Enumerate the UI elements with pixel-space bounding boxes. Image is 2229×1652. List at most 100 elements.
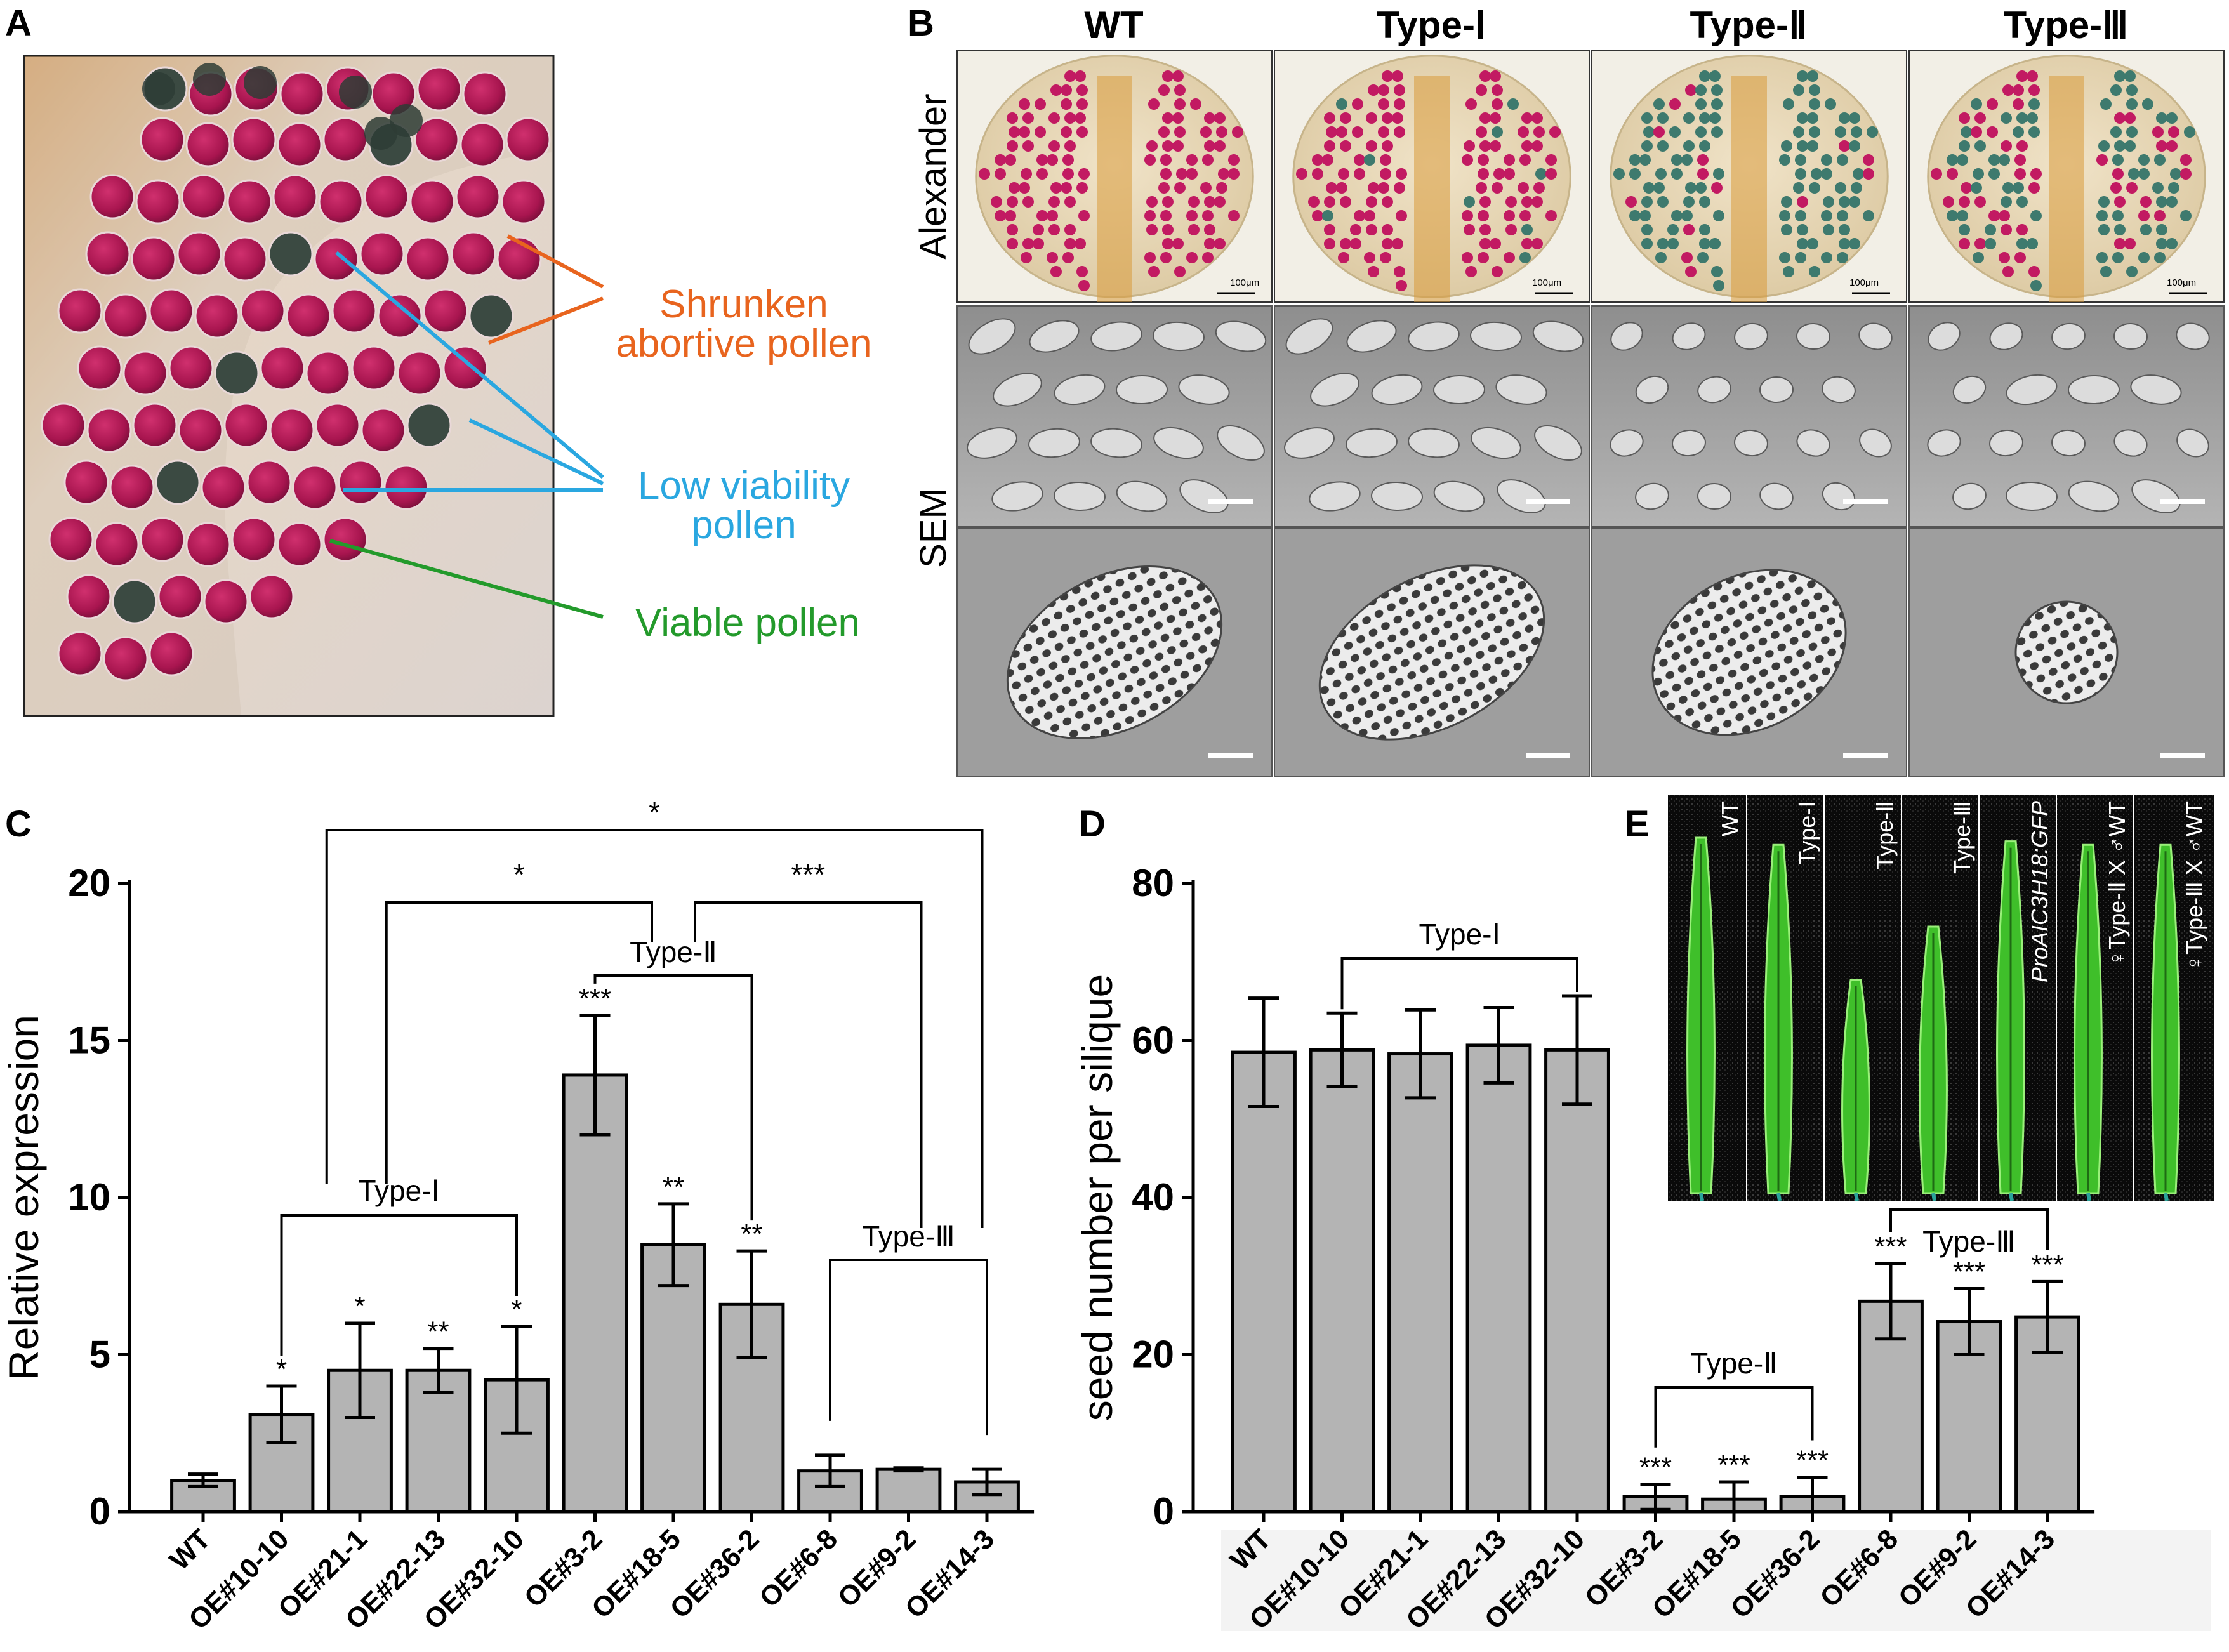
sem-pollen-grain (1989, 322, 2023, 350)
sem-pollen-grain (968, 318, 1016, 355)
stained-pollen (1959, 224, 1970, 235)
stained-pollen (1148, 266, 1160, 277)
pollen-grain (155, 459, 201, 505)
stained-pollen (1793, 182, 1804, 194)
pollen-grain (227, 179, 272, 225)
stained-pollen (1075, 70, 1086, 82)
pollen-grain (455, 174, 501, 220)
stained-pollen (2016, 238, 2028, 249)
sem-pollen-grain (2176, 428, 2209, 458)
stained-pollen (991, 196, 1002, 208)
stained-pollen (2028, 182, 2040, 194)
stained-pollen (1811, 168, 1822, 180)
stained-pollen (1322, 210, 1333, 221)
significance-mark: *** (1874, 1231, 1907, 1262)
stained-pollen (2014, 154, 2026, 166)
stained-pollen (1186, 168, 1198, 180)
sem-pollen-grain (2068, 480, 2120, 512)
sem-pollen-grain (1796, 429, 1830, 457)
stained-pollen (1479, 112, 1491, 124)
stained-pollen (1809, 266, 1820, 277)
stained-pollen (2140, 224, 2152, 235)
stained-pollen (1478, 210, 1489, 221)
stained-pollen (1050, 266, 1062, 277)
shrunken-pollen (193, 63, 226, 96)
label-shrunken-line2: abortive pollen (616, 322, 871, 366)
stained-pollen (2114, 112, 2126, 124)
stained-pollen (2028, 98, 2040, 110)
stained-pollen (1849, 238, 1860, 249)
silique-label-gfp: ProAIC3H18:GFP (2027, 801, 2053, 982)
pollen-grain (279, 71, 325, 117)
stained-pollen (1683, 140, 1695, 152)
column-label-type-2: Type-Ⅱ (1690, 4, 1807, 46)
stained-pollen (1148, 98, 1160, 110)
stained-pollen (1462, 154, 1473, 166)
pollen-grain (135, 179, 181, 225)
stained-pollen (1174, 182, 1186, 194)
column-label-type-3: Type-Ⅲ (2004, 4, 2129, 46)
stained-pollen (1354, 168, 1365, 180)
sem-pollen-detail (1006, 565, 1223, 740)
sem-pollen-grain (1759, 482, 1794, 510)
stained-pollen (1078, 280, 1090, 291)
stained-pollen (1162, 196, 1174, 208)
stained-pollen (1795, 154, 1806, 166)
group-bracket (593, 974, 753, 1221)
stained-pollen (1959, 112, 1970, 124)
sem-pollen-grain (1697, 376, 1731, 404)
stained-pollen (2112, 168, 2124, 180)
significance-mark: * (511, 1294, 522, 1325)
stained-pollen (2166, 196, 2178, 208)
panel-a-pollen-cluster (25, 57, 552, 715)
stained-pollen (1047, 210, 1058, 221)
stained-pollen (1535, 168, 1547, 180)
stained-pollen (1683, 112, 1695, 124)
y-axis-title: Relative expression (0, 1015, 47, 1380)
group-label: Type-Ⅰ (358, 1174, 440, 1207)
stained-pollen (1462, 252, 1473, 263)
stained-pollen (1162, 224, 1174, 235)
stained-pollen (1629, 168, 1641, 180)
pollen-grain (103, 293, 149, 339)
silique-pedicel (1699, 1193, 1704, 1201)
stained-pollen (1681, 210, 1693, 221)
stained-pollen (1382, 112, 1393, 124)
sem-pollen-grain (1284, 427, 1335, 459)
sem-pollen-grain (993, 373, 1042, 407)
stained-pollen (2114, 196, 2126, 208)
stained-pollen (2096, 252, 2108, 263)
stained-pollen (2013, 126, 2024, 138)
significance-mark: ** (741, 1219, 762, 1250)
stained-pollen (1340, 238, 1351, 249)
stained-pollen (1781, 224, 1792, 235)
stained-pollen (1007, 224, 1018, 235)
stained-pollen (1350, 238, 1361, 249)
stained-pollen (1545, 154, 1557, 166)
pollen-grain (140, 117, 185, 162)
stained-pollen (1188, 224, 1200, 235)
pollen-grain (377, 293, 423, 339)
stained-pollen (1326, 126, 1337, 138)
stained-pollen (1368, 266, 1379, 277)
bar (640, 1243, 706, 1514)
stained-pollen (1683, 196, 1695, 208)
stained-pollen (1957, 154, 1968, 166)
stained-pollen (2001, 112, 2012, 124)
stained-pollen (1064, 140, 1076, 152)
stained-pollen (1685, 182, 1697, 194)
stained-pollen (1378, 126, 1389, 138)
silique-pedicel (1854, 1193, 1859, 1201)
silique-label-cross-type-2: ♀Type-Ⅱ X ♂WT (2104, 801, 2130, 967)
label-low-viability-line1: Low viability (638, 464, 850, 508)
stained-pollen (1364, 210, 1375, 221)
sem-pollen-grain (2068, 374, 2120, 405)
stained-pollen (995, 210, 1006, 221)
stained-pollen (1504, 210, 1515, 221)
sem-pollen-grain (1610, 429, 1644, 457)
stained-pollen (1036, 210, 1048, 221)
stained-pollen (1653, 98, 1665, 110)
stained-pollen (1711, 126, 1723, 138)
stained-pollen (1657, 140, 1669, 152)
pollen-grain (423, 288, 468, 334)
